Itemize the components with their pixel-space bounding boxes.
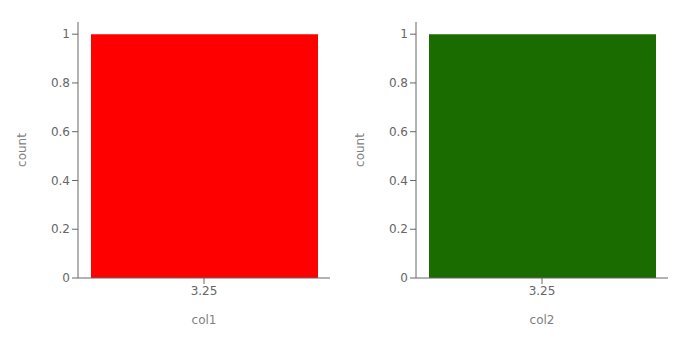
svg-text:0.8: 0.8: [389, 76, 408, 90]
svg-text:0: 0: [400, 271, 408, 285]
svg-text:0.6: 0.6: [389, 125, 408, 139]
svg-text:1: 1: [62, 27, 70, 41]
svg-text:0.2: 0.2: [51, 222, 70, 236]
svg-text:0.6: 0.6: [51, 125, 70, 139]
svg-text:col1: col1: [192, 313, 217, 327]
svg-text:0: 0: [62, 271, 70, 285]
svg-text:0.4: 0.4: [389, 174, 408, 188]
svg-text:1: 1: [400, 27, 408, 41]
svg-text:col2: col2: [530, 313, 555, 327]
svg-text:0.8: 0.8: [51, 76, 70, 90]
svg-text:count: count: [353, 133, 367, 167]
svg-text:3.25: 3.25: [529, 284, 556, 298]
svg-text:0.4: 0.4: [51, 174, 70, 188]
svg-text:count: count: [15, 133, 29, 167]
svg-text:0.2: 0.2: [389, 222, 408, 236]
svg-text:3.25: 3.25: [191, 284, 218, 298]
